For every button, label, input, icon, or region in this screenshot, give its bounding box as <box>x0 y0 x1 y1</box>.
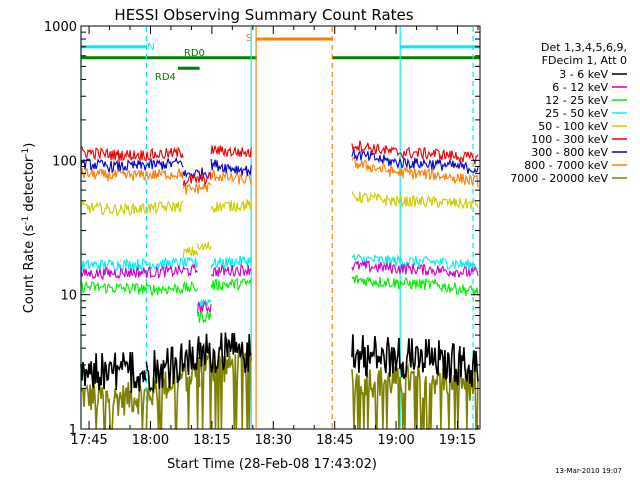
flag-label-rd4: RD4 <box>155 72 176 83</box>
legend-label: 12 - 25 keV <box>545 94 608 107</box>
y-axis-label-mid: detector <box>22 156 37 216</box>
series-line <box>182 181 212 195</box>
y-axis-label: Count Rate (s-1 detector-1) <box>21 143 37 314</box>
x-axis-label: Start Time (28-Feb-08 17:43:02) <box>167 457 377 472</box>
x-tick-label: 19:15 <box>439 433 476 448</box>
plot-frame <box>80 25 481 430</box>
series-line <box>210 255 252 270</box>
series-line <box>351 259 479 278</box>
x-tick-label: 17:45 <box>70 433 107 448</box>
y-tick-label: 100 <box>52 154 77 169</box>
footer-timestamp: 13-Mar-2010 19:07 <box>555 467 622 475</box>
series-line <box>182 171 212 188</box>
legend-label: 3 - 6 keV <box>559 68 608 81</box>
series-line <box>210 263 252 278</box>
series-line <box>80 280 199 296</box>
y-axis-label-prefix: Count Rate (s <box>22 225 37 314</box>
series-line <box>351 253 479 271</box>
series-line <box>210 158 252 176</box>
flag-label-s: S <box>246 33 252 44</box>
series-line <box>351 274 479 297</box>
legend-label: 7000 - 20000 keV <box>510 172 608 185</box>
series-line <box>351 191 479 210</box>
y-tick-label: 1 <box>69 423 77 438</box>
series-line <box>351 140 479 165</box>
flag-label-n: N <box>147 42 154 53</box>
series-line <box>210 145 252 158</box>
series-line <box>80 156 184 174</box>
x-tick-label: 18:15 <box>193 433 230 448</box>
legend-label: 800 - 7000 keV <box>524 159 608 172</box>
legend-header-line-1: Det 1,3,4,5,6,9, <box>541 41 627 54</box>
series-line <box>80 352 147 393</box>
x-tick-label: 18:45 <box>316 433 353 448</box>
series-line <box>196 301 212 314</box>
legend-label: 25 - 50 keV <box>545 107 608 120</box>
y-axis-label-sup1: -1 <box>21 216 31 225</box>
y-axis-label-sup2: -1 <box>21 148 31 157</box>
legend-label: 50 - 100 keV <box>538 120 608 133</box>
series-layer <box>80 140 479 430</box>
y-tick-label: 1000 <box>44 20 77 35</box>
series-line <box>80 168 184 182</box>
series-line <box>351 148 479 174</box>
series-line <box>80 200 184 217</box>
series-line <box>80 382 147 430</box>
series-line <box>210 276 252 292</box>
x-tick-label: 18:30 <box>255 433 292 448</box>
x-tick-label: 19:00 <box>377 433 414 448</box>
series-line <box>182 167 212 181</box>
legend-header-line-2: FDecim 1, Att 0 <box>542 54 627 67</box>
legend-label: 6 - 12 keV <box>552 81 608 94</box>
series-line <box>210 199 252 213</box>
series-line <box>351 157 479 188</box>
x-tick-label: 18:00 <box>132 433 169 448</box>
y-axis-label-suffix: ) <box>22 143 37 148</box>
series-line <box>196 310 212 324</box>
legend-label: 300 - 800 keV <box>531 146 608 159</box>
series-line <box>199 332 252 374</box>
chart-title: HESSI Observing Summary Count Rates <box>114 6 413 24</box>
series-line <box>80 263 198 281</box>
series-line <box>210 170 252 186</box>
series-line <box>196 241 212 251</box>
series-line <box>351 334 479 388</box>
legend-label: 100 - 300 keV <box>531 133 608 146</box>
y-tick-label: 10 <box>60 289 77 304</box>
series-line <box>182 246 199 259</box>
flag-label-rd0: RD0 <box>184 48 205 59</box>
series-line <box>80 146 184 162</box>
flag-bars-layer: N RD0 RD4 S <box>81 33 480 83</box>
series-line <box>145 336 201 394</box>
axes-layer: 17:45 18:00 18:15 18:30 18:45 19:00 19:15 1 10 10… <box>44 20 481 448</box>
